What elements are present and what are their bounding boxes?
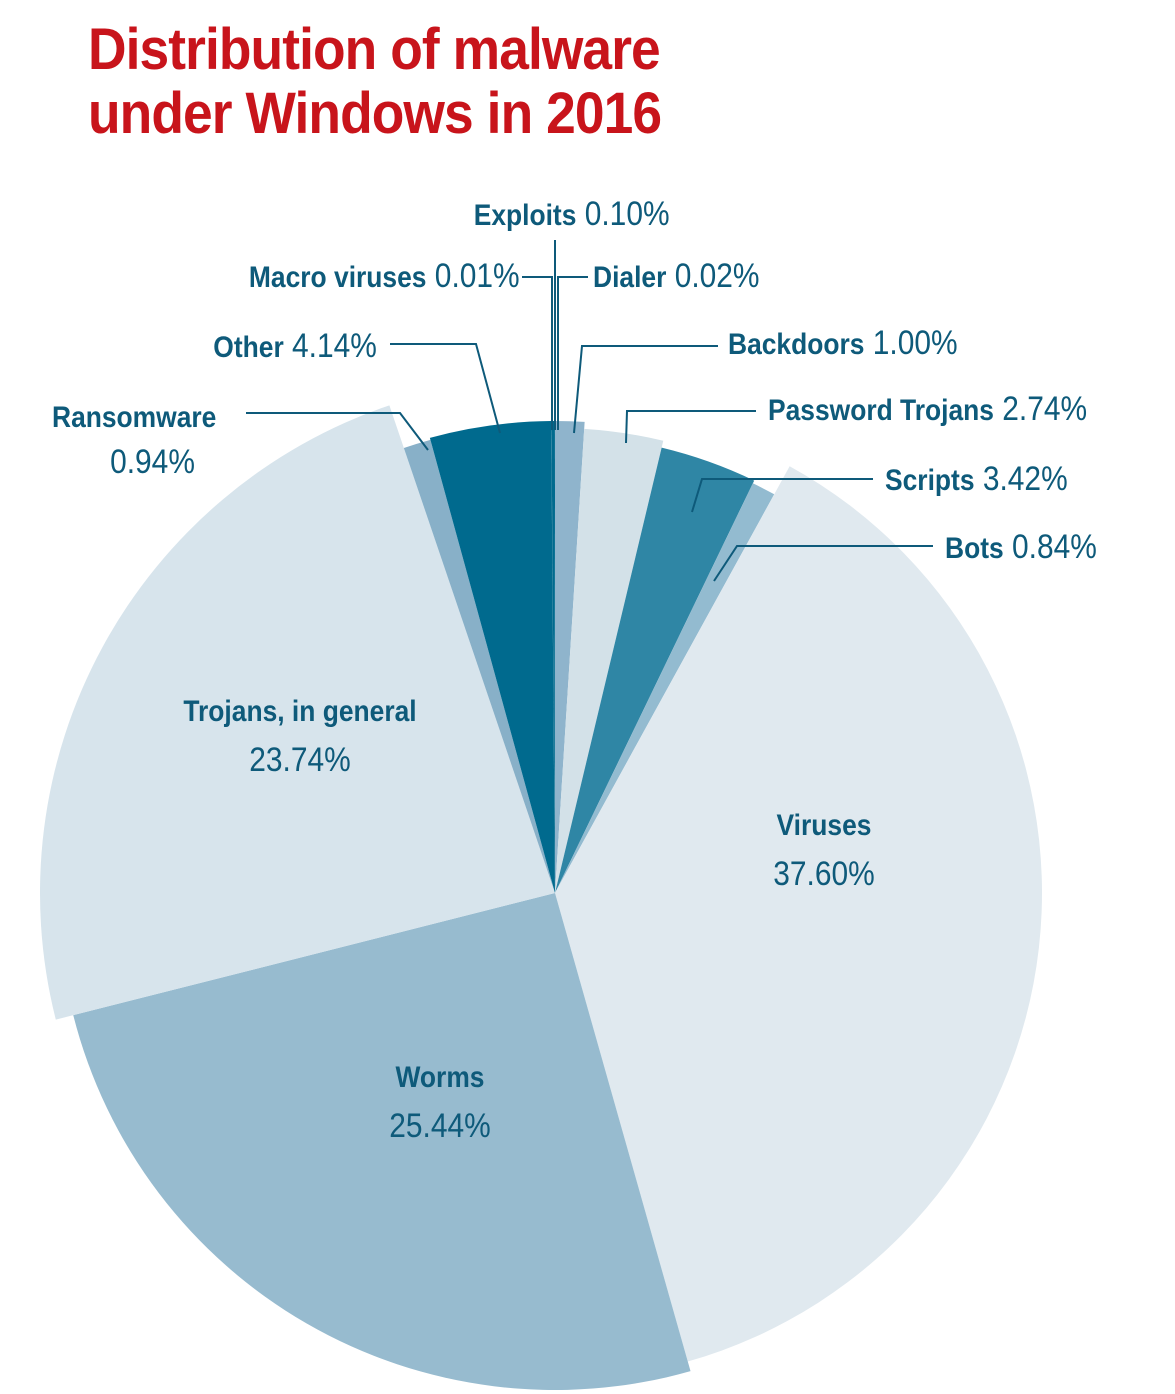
label-viruses: Viruses 37.60% [773, 809, 875, 893]
chart-title: Distribution of malware under Windows in… [88, 17, 662, 146]
pie-slice-bots [555, 483, 775, 893]
pie-slice-macro-viruses [551, 421, 555, 893]
pie-slice-ransomware [403, 439, 555, 893]
leader-password-trojans [625, 410, 756, 444]
leader-ransomware [246, 412, 429, 451]
pie-slice-worms [73, 893, 691, 1390]
pie-slice-dialer [554, 421, 555, 893]
pie-slice-viruses [555, 466, 1042, 1362]
leader-dialer [557, 276, 588, 430]
pie-slice-backdoors [555, 421, 585, 893]
pie-slice-password-trojans [555, 428, 664, 893]
pie-slice-exploits [551, 421, 555, 893]
label-other: Other 4.14% [213, 327, 377, 365]
pie-slice-scripts [555, 447, 755, 893]
label-backdoors: Backdoors 1.00% [728, 324, 958, 362]
label-scripts: Scripts 3.42% [885, 460, 1068, 498]
label-bots: Bots 0.84% [945, 528, 1097, 566]
pie-slice-other [429, 421, 555, 893]
leader-macro-viruses [522, 276, 553, 430]
leader-other [390, 343, 501, 434]
label-password-trojans: Password Trojans 2.74% [768, 390, 1088, 428]
pie-slice-trojans-in-general [40, 405, 556, 1020]
label-dialer: Dialer 0.02% [593, 257, 760, 295]
label-macro-viruses: Macro viruses 0.01% [249, 257, 520, 295]
label-worms: Worms 25.44% [389, 1061, 491, 1145]
leader-scripts [691, 478, 873, 513]
leader-bots [713, 545, 933, 582]
label-exploits: Exploits 0.10% [474, 195, 670, 233]
label-ransomware: Ransomware 0.94% [52, 401, 217, 481]
leader-backdoors [573, 345, 718, 434]
label-trojans: Trojans, in general 23.74% [183, 695, 417, 779]
